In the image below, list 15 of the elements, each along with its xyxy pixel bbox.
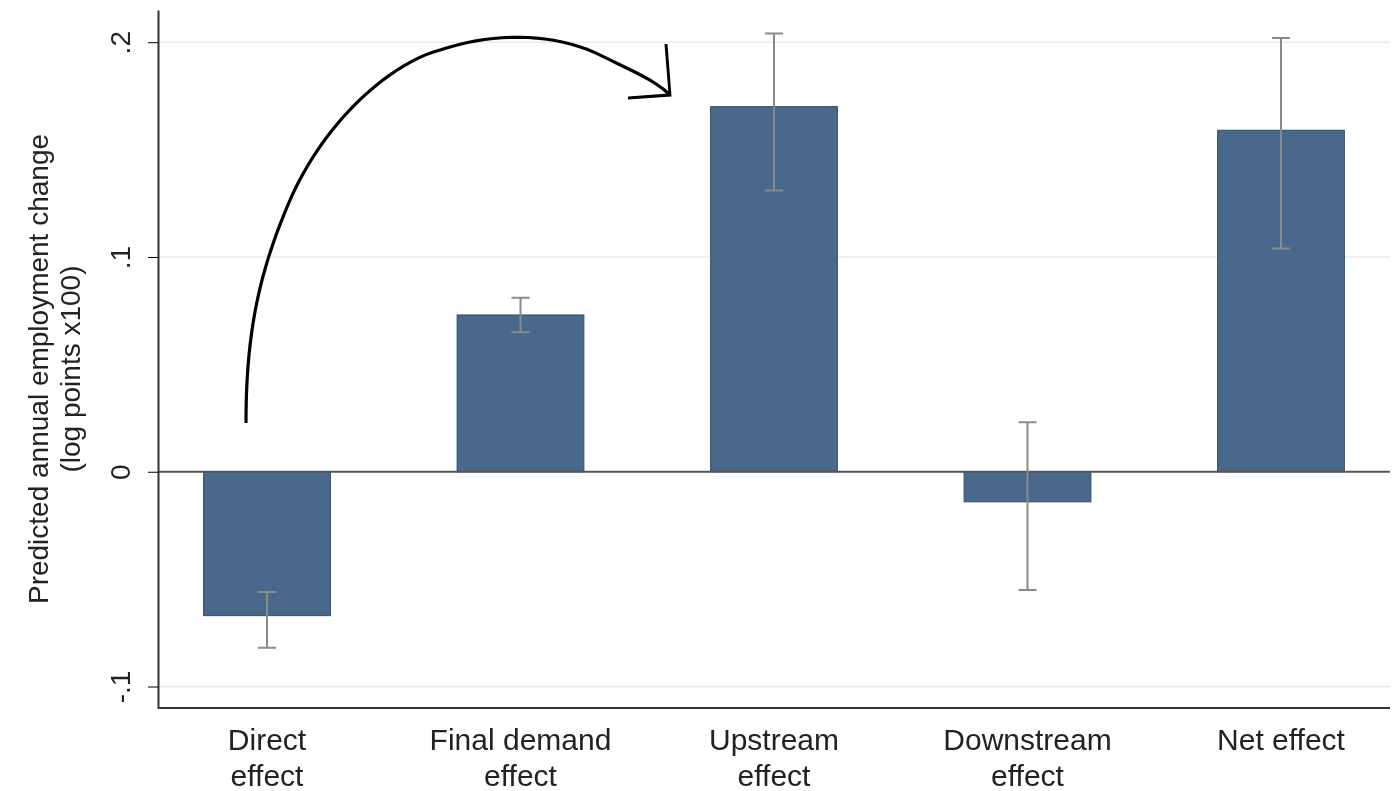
y-tick-label: 0 <box>105 464 136 481</box>
x-tick-label: Upstream effect <box>708 723 840 791</box>
bar <box>963 471 1092 503</box>
y-tick-label: -.1 <box>105 670 136 704</box>
y-axis-title: Predicted annual employment change (log points x100) <box>23 133 86 605</box>
x-tick-label: Final demand effect <box>429 723 612 791</box>
x-tick-label: Net effect <box>1217 723 1346 756</box>
bar <box>456 314 585 473</box>
y-tick-label: .2 <box>105 31 136 55</box>
bar <box>203 471 331 617</box>
y-tick-label: .1 <box>105 245 136 270</box>
bar <box>1217 129 1345 473</box>
x-tick-label: Downstream effect <box>943 723 1112 791</box>
x-tick-label: Direct effect <box>227 723 307 791</box>
bar <box>710 106 838 473</box>
